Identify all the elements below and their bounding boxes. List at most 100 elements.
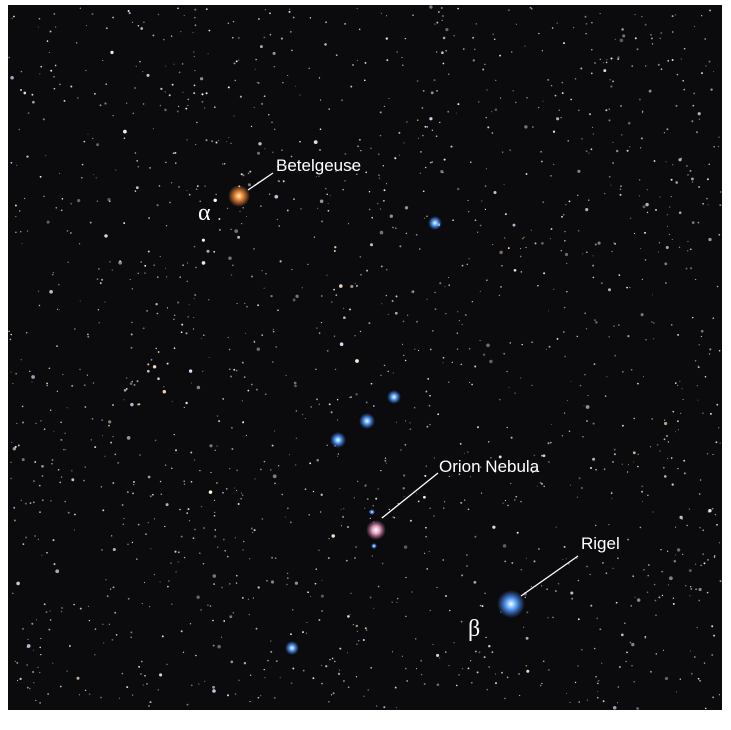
background-star (438, 11, 440, 13)
background-star (485, 185, 487, 187)
background-star (652, 294, 653, 295)
background-star (249, 558, 250, 559)
background-star (131, 322, 132, 323)
background-star (163, 39, 165, 41)
background-star (640, 248, 641, 249)
background-star (445, 313, 446, 314)
background-star (425, 167, 427, 169)
background-star (504, 184, 505, 185)
background-star (385, 458, 386, 459)
background-star (364, 508, 365, 509)
background-star (44, 428, 46, 430)
background-star (233, 115, 234, 116)
background-star (31, 623, 33, 625)
background-star (321, 295, 322, 296)
background-star (698, 222, 700, 224)
background-star (241, 493, 242, 494)
background-star (416, 668, 417, 669)
background-star (26, 155, 28, 157)
background-star (187, 105, 188, 106)
background-star (423, 90, 425, 92)
background-star (637, 383, 639, 385)
background-star (228, 137, 229, 138)
background-star (222, 163, 223, 164)
background-star (506, 371, 508, 373)
background-star (577, 665, 578, 666)
background-star (595, 243, 597, 245)
background-star (627, 539, 629, 541)
background-star (517, 532, 519, 534)
background-star (636, 707, 639, 710)
background-star (160, 256, 161, 257)
background-star (553, 131, 555, 133)
background-star (359, 139, 361, 141)
background-star (238, 60, 239, 61)
background-star (295, 86, 296, 87)
background-star (211, 140, 213, 142)
background-star (612, 142, 613, 143)
background-star (586, 328, 587, 329)
background-star (97, 200, 99, 202)
background-star (666, 246, 669, 249)
background-star (243, 174, 245, 176)
background-star (434, 23, 435, 24)
background-star (305, 418, 306, 419)
background-star (411, 591, 412, 592)
sky-background (8, 5, 722, 710)
background-star (21, 359, 22, 360)
background-star (101, 279, 103, 281)
background-star (609, 119, 611, 121)
background-star (136, 558, 138, 560)
background-star (695, 564, 696, 565)
background-star (396, 602, 397, 603)
background-star (257, 82, 258, 83)
background-star (212, 686, 215, 689)
background-star (694, 656, 696, 658)
label: Betelgeuse (276, 156, 361, 175)
background-star (43, 195, 45, 197)
background-star (19, 678, 21, 680)
background-star (687, 174, 688, 175)
background-star (553, 164, 554, 165)
background-star (238, 679, 240, 681)
background-star (183, 480, 185, 482)
background-star (487, 126, 489, 128)
background-star (308, 67, 310, 69)
star (285, 641, 299, 655)
background-star (128, 598, 130, 600)
background-star (672, 411, 674, 413)
background-star (619, 666, 621, 668)
background-star (191, 382, 192, 383)
background-star (442, 20, 443, 21)
background-star (285, 516, 286, 517)
background-star (606, 376, 607, 377)
background-star (8, 330, 10, 332)
background-star (579, 477, 581, 479)
background-star (160, 581, 161, 582)
background-star (275, 557, 277, 559)
background-star (651, 418, 653, 420)
background-star (708, 204, 709, 205)
background-star (587, 395, 588, 396)
background-star (29, 688, 31, 690)
background-star (112, 404, 114, 406)
background-star (424, 683, 426, 685)
background-star (474, 366, 476, 368)
background-star (182, 92, 183, 93)
background-star (653, 512, 654, 513)
background-star (637, 466, 638, 467)
background-star (412, 14, 413, 15)
background-star (580, 385, 582, 387)
background-star (509, 387, 510, 388)
background-star (265, 9, 267, 11)
background-star (488, 666, 489, 667)
background-star (31, 375, 35, 379)
background-star (126, 686, 128, 688)
background-star (449, 476, 450, 477)
background-star (74, 530, 75, 531)
background-star (264, 677, 265, 678)
background-star (187, 99, 189, 101)
background-star (359, 29, 361, 31)
background-star (379, 177, 381, 179)
background-star (720, 191, 722, 193)
